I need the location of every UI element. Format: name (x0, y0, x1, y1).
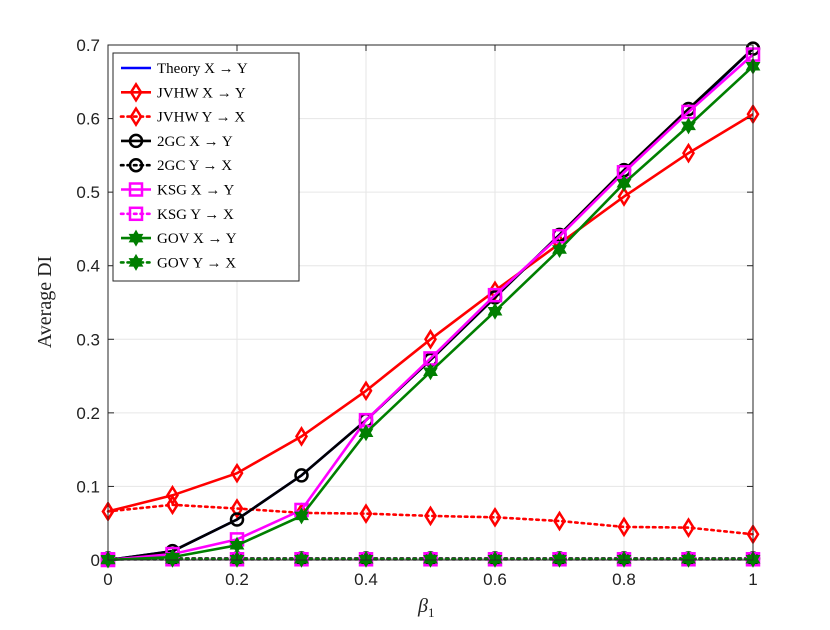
x-tick-label: 0.6 (483, 570, 507, 589)
legend-marker (128, 157, 144, 173)
x-axis-label: β1 (417, 595, 434, 620)
legend-entry: KSG X → Y (121, 182, 235, 199)
y-tick-label: 0.5 (76, 183, 100, 202)
data-point (553, 510, 566, 532)
data-point (681, 117, 696, 135)
data-point (682, 142, 695, 164)
hexagram-triangle (128, 258, 144, 271)
data-point (617, 516, 631, 538)
x-tick-label: 0 (103, 570, 112, 589)
axis-ticks (107, 44, 754, 561)
legend-marker (128, 229, 144, 247)
legend-entry: 2GC X → Y (121, 133, 233, 150)
data-point (229, 512, 245, 527)
x-tick-label: 0.4 (354, 570, 378, 589)
legend-label: JVHW X → Y (157, 85, 246, 101)
hexagram-triangle (423, 367, 438, 381)
legend-marker (128, 253, 144, 271)
y-tick-label: 0.3 (76, 330, 100, 349)
y-tick-label: 0.2 (76, 404, 100, 423)
legend-label: 2GC X → Y (157, 134, 233, 150)
legend-label: 2GC Y → X (157, 158, 232, 174)
data-point (617, 186, 631, 207)
legend-label: KSG X → Y (157, 183, 235, 199)
data-point (294, 468, 309, 483)
legend-entry: Theory X → Y (121, 61, 248, 77)
legend-label: GOV X → Y (157, 231, 237, 247)
legend-entry: JVHW Y → X (119, 106, 245, 127)
series-7 (100, 57, 761, 569)
data-point (487, 302, 503, 320)
tick-labels: 0 0.2 0.4 0.6 0.8 1 0 0.1 0.2 0.3 0.4 0.5 0.6 0.7 (76, 36, 757, 589)
hexagram-triangle (487, 307, 503, 320)
legend-marker (129, 81, 143, 103)
legend-marker (128, 182, 144, 197)
hexagram-triangle (681, 555, 696, 568)
legend-entry: GOV Y → X (119, 253, 236, 271)
data-point (424, 328, 437, 350)
data-point (424, 505, 437, 527)
legend-label: Theory X → Y (157, 61, 248, 77)
series-line (106, 503, 755, 536)
hexagram-triangle (165, 555, 180, 568)
data-point (359, 380, 373, 402)
hexagram-triangle (229, 541, 245, 554)
data-point (359, 503, 373, 525)
hexagram-triangle (423, 555, 438, 568)
y-tick-label: 0.7 (76, 36, 100, 55)
data-point (488, 506, 502, 528)
y-tick-label: 0.4 (76, 257, 100, 276)
hexagram-triangle (358, 428, 374, 442)
legend-marker (128, 133, 144, 149)
legend-label: KSG Y → X (157, 207, 234, 223)
data-point (294, 507, 309, 525)
plot-frame (107, 44, 754, 561)
x-tick-label: 1 (748, 570, 757, 589)
series-line (107, 113, 754, 513)
legend-entry: KSG Y → X (119, 206, 234, 223)
y-tick-label: 0.6 (76, 110, 100, 129)
legend-label: GOV Y → X (157, 255, 236, 271)
data-point (358, 424, 374, 442)
data-point (552, 241, 567, 258)
data-point (166, 484, 179, 506)
hexagram-triangle (681, 121, 696, 135)
data-point (682, 517, 695, 538)
x-axis-label-subscript: 1 (428, 605, 435, 620)
data-point (230, 498, 244, 519)
x-tick-label: 0.2 (225, 570, 249, 589)
series-line (107, 53, 754, 562)
data-point (229, 536, 245, 554)
data-point (295, 426, 308, 447)
data-point (166, 494, 179, 516)
y-tick-label: 0 (91, 551, 100, 570)
data-point (487, 287, 503, 303)
series-8 (100, 550, 761, 568)
hexagram-triangle (552, 245, 567, 258)
legend-entry: JVHW X → Y (121, 81, 246, 103)
hexagram-triangle (552, 555, 567, 568)
data-point (616, 174, 632, 192)
legend: Theory X → Y JVHW X → Y JVHW Y → X 2GC X → … (112, 52, 300, 282)
legend-entry: GOV X → Y (121, 229, 237, 247)
hexagram-triangle (128, 233, 144, 247)
legend-marker (129, 106, 143, 127)
legend-marker (128, 206, 144, 222)
data-point (423, 363, 438, 381)
series-layer (100, 41, 761, 569)
data-point (230, 462, 244, 484)
hexagram-triangle (616, 179, 632, 192)
legend-entry: 2GC Y → X (119, 157, 232, 174)
hexagram-triangle (294, 555, 309, 568)
hexagram-triangle (294, 511, 309, 525)
y-axis-label: Average DI (34, 256, 56, 348)
x-tick-label: 0.8 (612, 570, 636, 589)
legend-label: JVHW Y → X (157, 110, 245, 126)
y-tick-label: 0.1 (76, 477, 100, 496)
